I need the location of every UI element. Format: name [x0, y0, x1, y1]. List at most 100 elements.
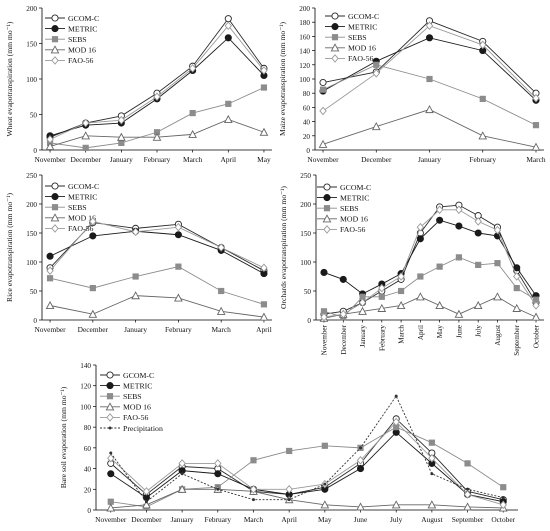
series-line — [110, 431, 504, 503]
y-tick-label: 150 — [26, 41, 37, 49]
data-point — [320, 308, 328, 315]
data-point — [224, 21, 232, 31]
legend-entry: MOD 16 — [317, 214, 368, 224]
legend-label: METRIC — [68, 192, 97, 201]
legend-entry: METRIC — [45, 192, 97, 201]
chart-panel-5: 0 20 40 60 80 100 120 140 Bare soil evaporation … — [59, 362, 518, 524]
x-tick-label: January — [110, 155, 133, 164]
chart-panel-2: 0 20 40 60 80 100 120 140 160 180 200 Maize evapotr… — [278, 5, 546, 164]
x-tick-label: November — [95, 515, 127, 524]
legend-marker — [108, 426, 112, 430]
data-point — [249, 484, 258, 494]
data-point — [479, 40, 487, 50]
x-tick-label: January — [418, 155, 441, 164]
x-tick-label: February — [144, 155, 171, 164]
x-tick-label: November — [34, 325, 66, 334]
data-point — [153, 92, 161, 102]
legend-entry: FAO-56 — [317, 225, 366, 234]
y-tick-label: 20 — [84, 486, 92, 494]
legend-marker — [331, 34, 339, 41]
legend-entry: MOD 16 — [100, 402, 151, 412]
series-mod-16 — [318, 104, 541, 151]
y-tick-label: 50 — [30, 112, 38, 120]
data-point — [318, 139, 328, 148]
data-point — [499, 500, 507, 510]
data-point — [473, 300, 483, 310]
legend-label: METRIC — [68, 24, 97, 33]
x-tick-label: November — [320, 324, 328, 355]
data-point — [216, 306, 226, 315]
series-sebs — [107, 424, 507, 510]
x-tick-label: December — [361, 155, 392, 164]
x-tick-label: July — [390, 515, 403, 524]
series-mod-16 — [106, 484, 508, 512]
y-tick-label: 200 — [299, 5, 310, 13]
series-fao-56 — [46, 217, 268, 275]
data-point — [260, 301, 268, 308]
y-tick-label: 120 — [80, 383, 91, 391]
series-metric — [107, 428, 507, 506]
x-tick-label: April — [220, 155, 236, 164]
data-point — [394, 394, 398, 398]
data-point — [188, 129, 198, 138]
data-point — [356, 455, 365, 465]
legend-label: SEBS — [348, 33, 367, 42]
series-line — [49, 230, 265, 274]
x-tick-label: February — [204, 515, 231, 524]
data-point — [320, 312, 328, 322]
legend-label: METRIC — [123, 381, 152, 390]
x-tick-label: March — [183, 155, 203, 164]
legend-label: MOD 16 — [68, 214, 96, 223]
x-tick-label: December — [131, 515, 162, 524]
legend-marker — [323, 183, 331, 191]
data-point — [358, 306, 367, 315]
x-tick-label: September — [513, 324, 521, 355]
data-point — [214, 470, 222, 478]
data-point — [393, 424, 400, 431]
data-point — [436, 263, 443, 270]
data-point — [425, 34, 434, 42]
data-point — [217, 243, 225, 252]
y-tick-label: 40 — [303, 119, 311, 127]
legend-entry: FAO-56 — [45, 224, 94, 233]
legend-label: FAO-56 — [68, 56, 94, 65]
legend-marker — [322, 214, 332, 223]
y-tick-label: 0 — [33, 317, 37, 325]
data-point — [455, 205, 463, 215]
data-point — [416, 292, 425, 301]
data-point — [46, 266, 54, 275]
data-point — [178, 459, 186, 468]
data-point — [260, 263, 268, 273]
y-tick-label: 50 — [30, 288, 38, 296]
data-point — [416, 222, 425, 232]
legend-marker — [331, 23, 339, 31]
data-point — [532, 93, 540, 103]
data-point — [132, 273, 139, 280]
legend-label: METRIC — [340, 193, 369, 202]
legend-marker — [330, 43, 340, 52]
x-tick-label: November — [34, 155, 66, 164]
y-tick-label: 200 — [26, 5, 37, 13]
data-point — [426, 75, 433, 83]
data-point — [107, 453, 115, 463]
data-point — [88, 309, 98, 318]
legend-label: SEBS — [123, 392, 142, 401]
data-point — [107, 498, 114, 505]
data-point — [216, 487, 220, 491]
data-point — [287, 498, 291, 502]
legend-label: GCOM-C — [340, 183, 371, 192]
data-point — [224, 15, 232, 23]
data-point — [356, 502, 365, 511]
data-point — [250, 457, 257, 464]
legend-marker — [51, 56, 59, 65]
legend-label: GCOM-C — [68, 14, 99, 23]
x-tick-label: April — [281, 515, 297, 524]
x-tick-label: November — [307, 155, 339, 164]
data-point — [260, 66, 268, 75]
data-point — [466, 487, 470, 491]
series-mod-16 — [45, 114, 269, 151]
data-point — [259, 127, 269, 136]
y-tick-label: 80 — [84, 424, 92, 432]
x-tick-label: December — [71, 155, 102, 164]
